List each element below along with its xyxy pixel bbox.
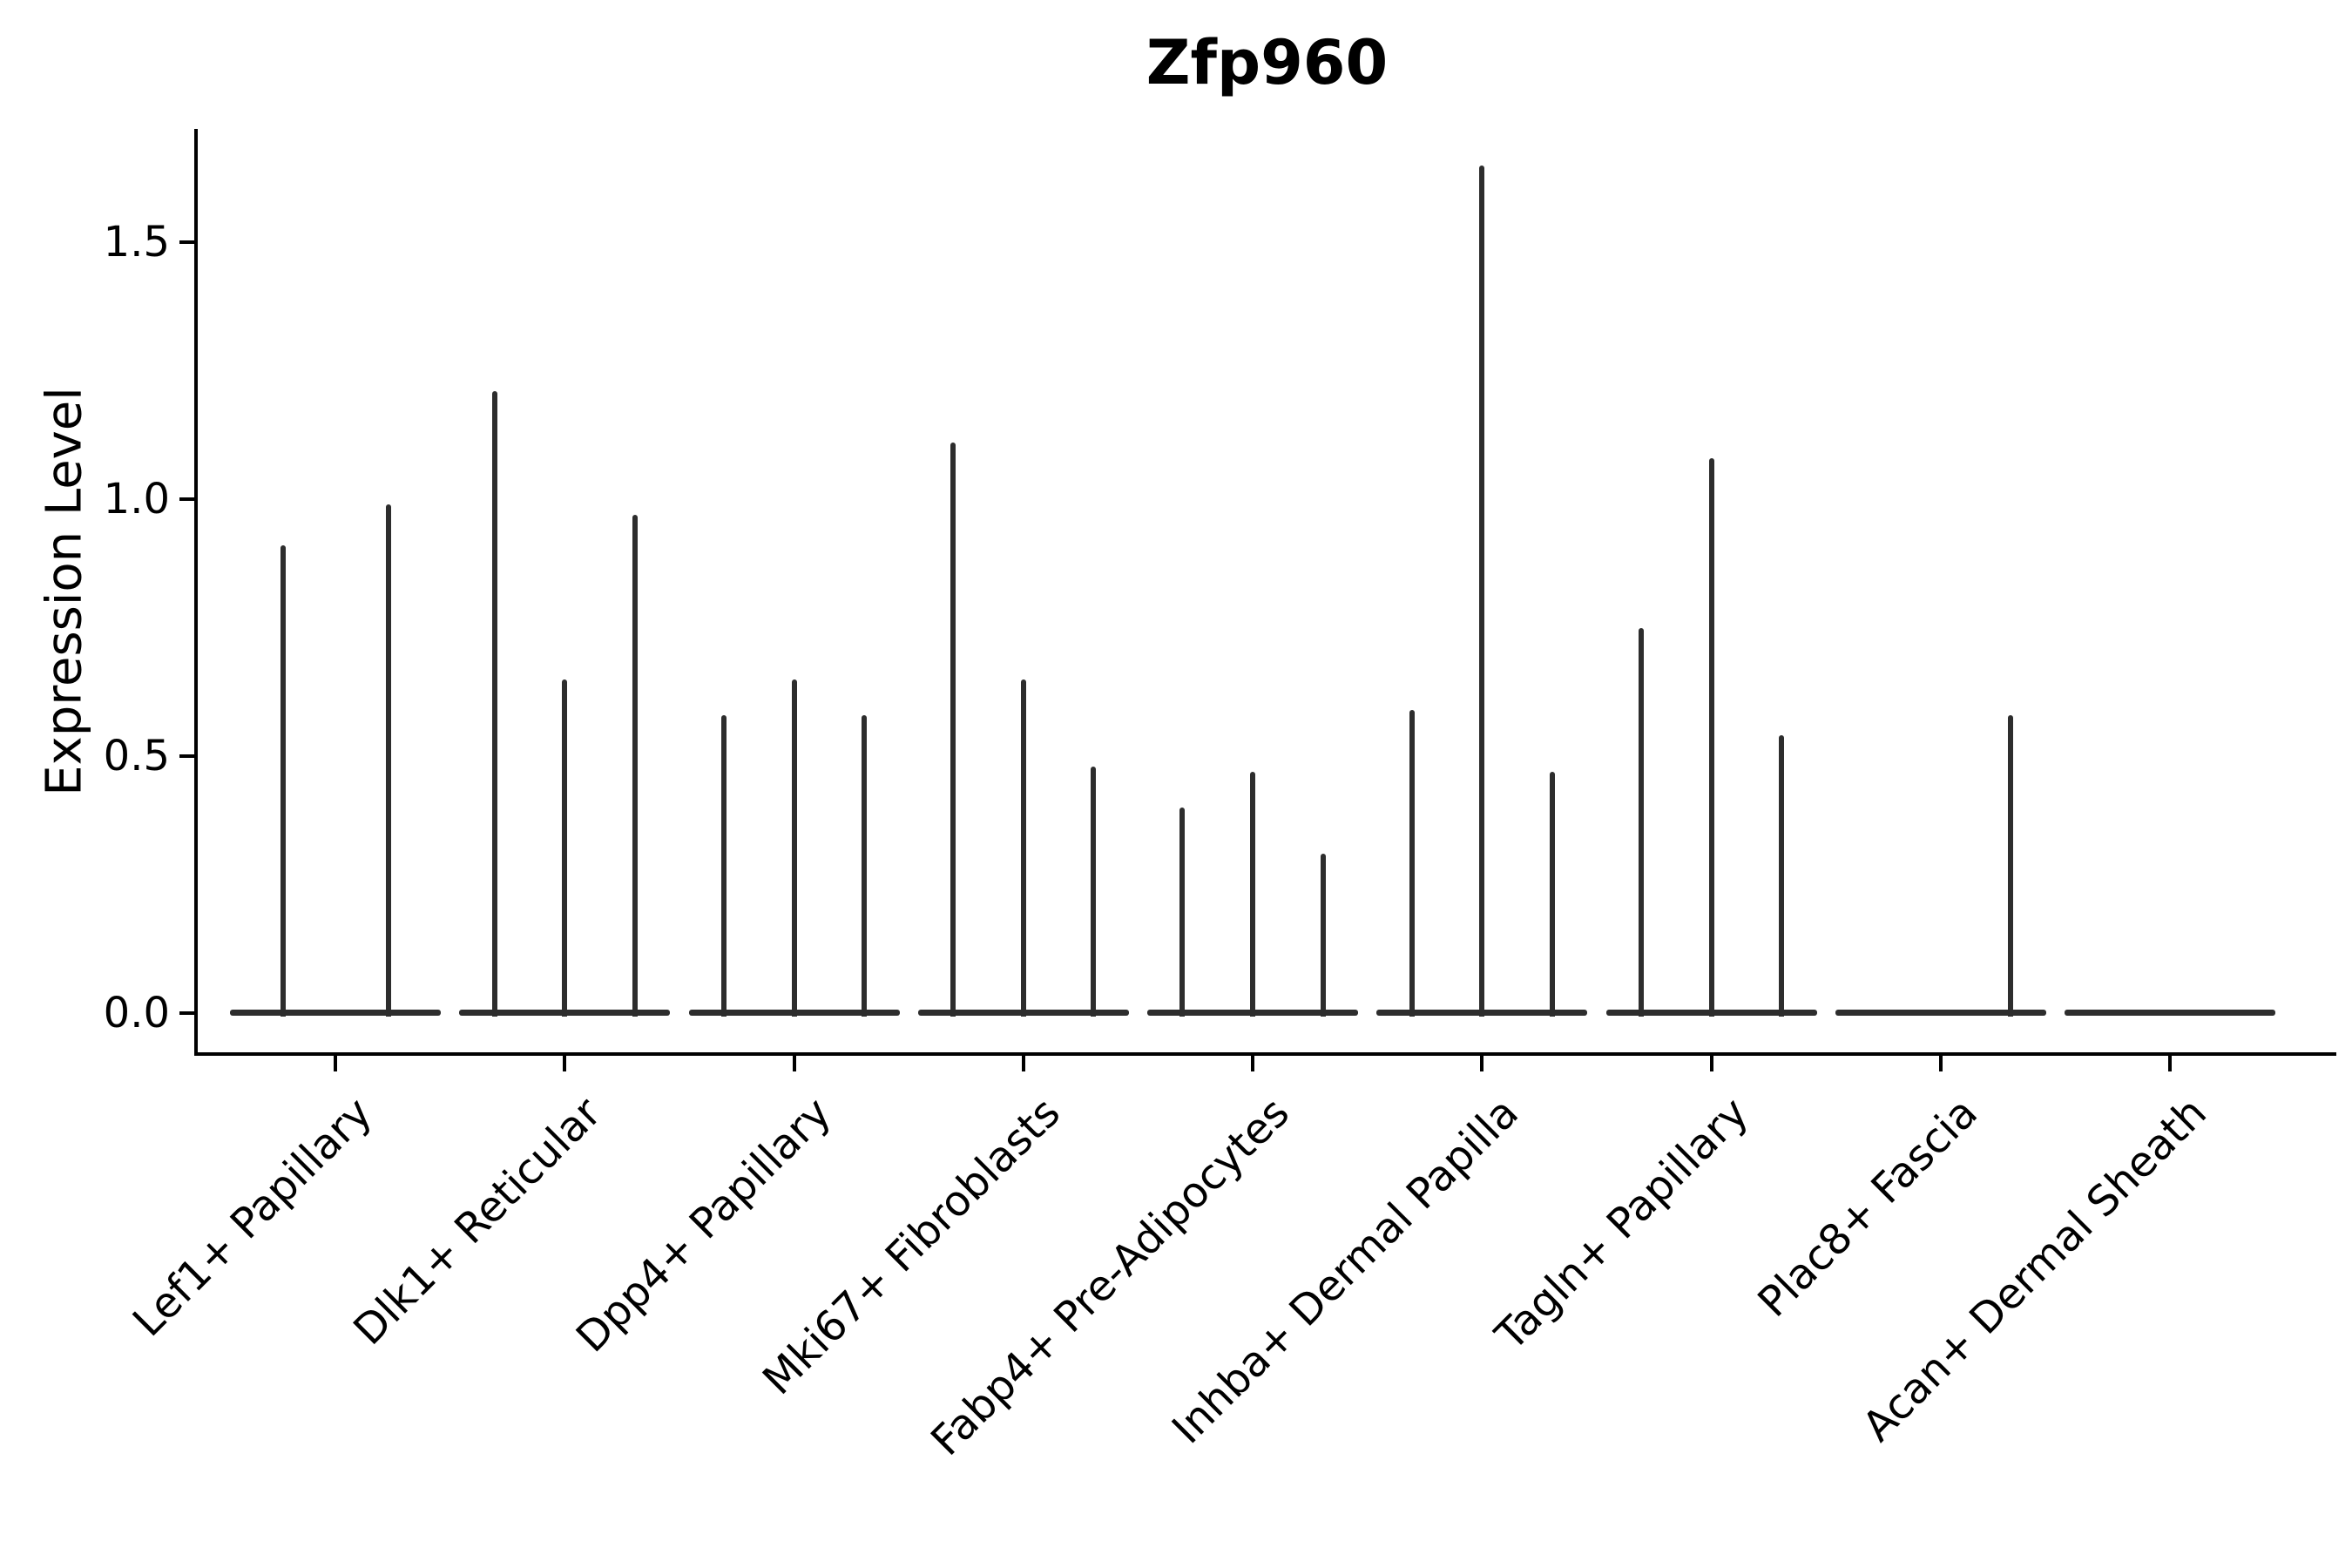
violin-spike [1409, 709, 1415, 1017]
violin-spike [280, 545, 286, 1017]
violin-spike [1250, 771, 1255, 1017]
x-tick-mark [792, 1056, 796, 1071]
x-tick-mark [1480, 1056, 1484, 1071]
y-tick-label: 1.5 [103, 218, 170, 267]
y-tick-label: 0.0 [103, 989, 170, 1037]
chart-title: Zfp960 [1146, 27, 1389, 98]
violin-spike [1638, 627, 1644, 1017]
violin-spike [632, 514, 638, 1017]
violin-baseline [1835, 1010, 2046, 1016]
violin-spike [1708, 457, 1714, 1017]
violin-spike [862, 714, 868, 1017]
violin-spike [491, 391, 497, 1017]
violin-baseline [230, 1010, 441, 1016]
violin-spike [1479, 165, 1485, 1017]
violin-spike [1179, 808, 1186, 1017]
x-tick-mark [1709, 1056, 1713, 1071]
violin-spike [1549, 771, 1555, 1017]
violin-spike [2008, 714, 2014, 1017]
violin-spike [1091, 766, 1097, 1017]
x-tick-mark [563, 1056, 567, 1071]
violin-spike [1020, 679, 1026, 1017]
violin-baseline [2065, 1010, 2275, 1016]
x-tick-mark [1938, 1056, 1943, 1071]
violin-spike [720, 714, 727, 1017]
y-tick-mark [179, 240, 194, 244]
y-tick-label: 1.0 [103, 475, 170, 524]
y-tick-mark [179, 497, 194, 501]
x-tick-mark [334, 1056, 337, 1071]
x-axis-spine [194, 1052, 2336, 1056]
y-tick-label: 0.5 [103, 732, 170, 781]
violin-spike [950, 443, 956, 1017]
x-tick-mark [1021, 1056, 1025, 1071]
violin-spike [1320, 854, 1326, 1017]
y-tick-mark [179, 754, 194, 758]
violin-spike [1779, 735, 1785, 1017]
y-tick-mark [179, 1011, 194, 1015]
violin-spike [385, 504, 391, 1017]
violin-spike [791, 679, 797, 1017]
y-axis-spine [194, 129, 198, 1056]
violin-spike [562, 679, 568, 1017]
x-tick-mark [2168, 1056, 2172, 1071]
x-tick-mark [1251, 1056, 1254, 1071]
